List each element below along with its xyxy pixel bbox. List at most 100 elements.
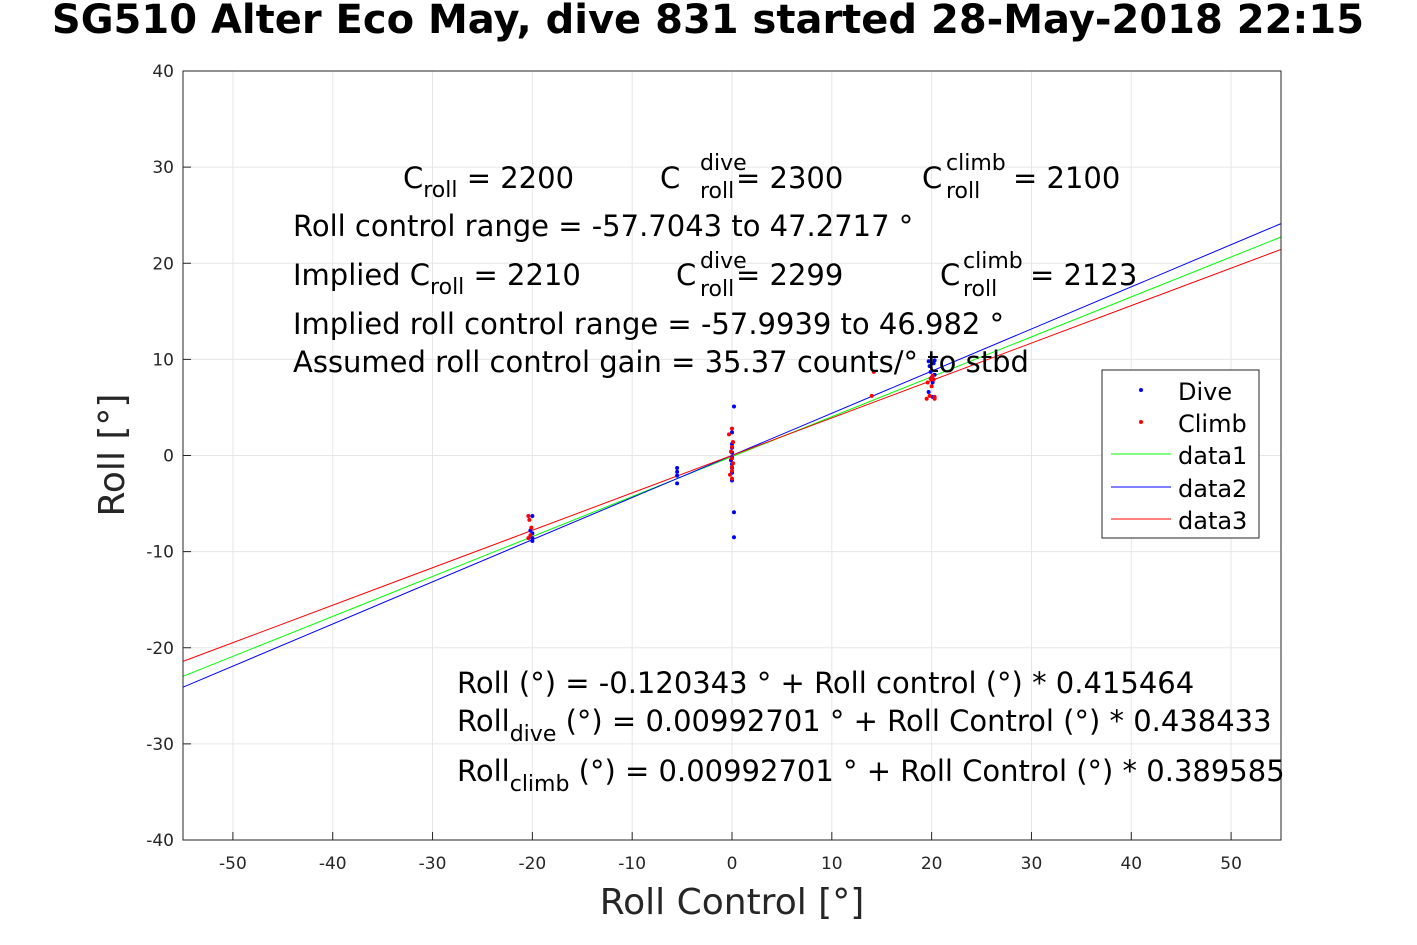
point-climb xyxy=(729,449,734,454)
point-dive xyxy=(927,364,932,369)
svg-text:C: C xyxy=(922,161,942,195)
svg-text:C: C xyxy=(940,258,960,292)
y-axis-label: Roll [°] xyxy=(92,394,133,517)
svg-text:climb: climb xyxy=(946,151,1006,176)
svg-text:= 2300: = 2300 xyxy=(736,161,843,195)
y-tick-label: 30 xyxy=(152,158,174,178)
point-climb xyxy=(526,536,531,541)
point-climb xyxy=(924,396,929,401)
point-dive xyxy=(926,390,931,395)
svg-text:roll: roll xyxy=(946,179,980,204)
x-tick-label: -20 xyxy=(518,854,546,874)
c-roll-climb-annotation: C climb roll = 2100 xyxy=(922,151,1120,204)
svg-text:C: C xyxy=(676,258,696,292)
legend: Dive Climb data1 data2 data3 xyxy=(1101,369,1260,539)
point-dive xyxy=(675,465,680,470)
svg-text:Rollclimb (°) = 0.00992701 ° +: Rollclimb (°) = 0.00992701 ° + Roll Cont… xyxy=(457,754,1285,797)
y-tick-labels: -40 -30 -20 -10 0 10 20 30 40 xyxy=(146,62,174,851)
x-tick-label: 0 xyxy=(727,854,738,874)
y-tick-label: 10 xyxy=(152,350,174,370)
fit-dive-annotation: Rolldive (°) = 0.00992701 ° + Roll Contr… xyxy=(457,704,1272,747)
implied-c-roll-climb-annotation: C climb roll = 2123 xyxy=(940,249,1137,302)
point-climb xyxy=(925,380,930,385)
point-dive xyxy=(731,510,736,515)
c-roll-annotation: Croll = 2200 xyxy=(403,161,574,203)
y-tick-label: -40 xyxy=(146,831,174,851)
point-dive xyxy=(731,535,736,540)
point-climb xyxy=(869,393,874,398)
point-dive xyxy=(928,369,933,374)
point-climb xyxy=(929,384,934,389)
point-climb xyxy=(730,476,734,481)
point-dive xyxy=(530,539,535,544)
implied-c-roll-dive-annotation: C dive roll = 2299 xyxy=(676,249,843,302)
point-climb xyxy=(730,468,734,473)
point-climb xyxy=(928,376,933,381)
svg-text:Implied Croll = 2210: Implied Croll = 2210 xyxy=(293,258,581,300)
svg-text:climb: climb xyxy=(963,249,1023,274)
point-dive xyxy=(530,536,535,541)
legend-label-climb: Climb xyxy=(1178,410,1247,438)
x-tick-label: 20 xyxy=(921,854,943,874)
svg-text:Rolldive (°) = 0.00992701 ° +: Rolldive (°) = 0.00992701 ° + Roll Contr… xyxy=(457,704,1272,747)
point-climb xyxy=(730,465,734,470)
point-climb xyxy=(871,369,876,374)
implied-c-roll-annotation: Implied Croll = 2210 xyxy=(293,258,581,300)
chart-title: SG510 Alter Eco May, dive 831 started 28… xyxy=(52,0,1364,43)
implied-range-text: Implied roll control range = -57.9939 to… xyxy=(293,307,1004,341)
point-dive xyxy=(731,404,736,409)
assumed-gain-text: Assumed roll control gain = 35.37 counts… xyxy=(293,345,1029,379)
point-climb xyxy=(728,472,733,477)
point-climb xyxy=(730,444,734,449)
point-climb xyxy=(730,461,735,466)
x-axis-label: Roll Control [°] xyxy=(600,882,865,923)
fit-line-data3 xyxy=(182,248,1282,662)
point-dive xyxy=(675,473,680,478)
point-dive xyxy=(931,361,936,366)
x-tick-label: 40 xyxy=(1120,854,1142,874)
x-tick-label: 50 xyxy=(1220,854,1242,874)
point-climb xyxy=(930,373,935,378)
x-tick-label: -50 xyxy=(219,854,247,874)
svg-text:dive: dive xyxy=(700,249,747,274)
point-climb xyxy=(527,517,532,522)
x-tick-label: 10 xyxy=(821,854,843,874)
x-tick-label: -10 xyxy=(618,854,646,874)
c-roll-dive-annotation: C dive roll = 2300 xyxy=(660,151,843,204)
legend-label-data3: data3 xyxy=(1178,507,1247,535)
point-climb xyxy=(526,514,531,519)
point-climb xyxy=(730,456,734,461)
point-dive xyxy=(730,430,734,435)
y-tick-label: -20 xyxy=(146,639,174,659)
x-tick-label: -40 xyxy=(319,854,347,874)
svg-text:Croll = 2200: Croll = 2200 xyxy=(403,161,574,203)
svg-text:roll: roll xyxy=(700,277,734,302)
point-dive xyxy=(926,359,931,364)
point-climb xyxy=(730,440,735,445)
point-dive xyxy=(675,469,680,474)
legend-marker-dive xyxy=(1139,388,1143,392)
fit-climb-annotation: Rollclimb (°) = 0.00992701 ° + Roll Cont… xyxy=(457,754,1285,797)
y-tick-label: -10 xyxy=(146,543,174,563)
x-tick-label: 30 xyxy=(1021,854,1043,874)
legend-label-data1: data1 xyxy=(1178,442,1247,470)
roll-control-range-text: Roll control range = -57.7043 to 47.2717… xyxy=(293,209,913,243)
y-tick-label: -30 xyxy=(146,735,174,755)
svg-text:roll: roll xyxy=(963,277,997,302)
y-tick-label: 20 xyxy=(152,254,174,274)
point-climb xyxy=(927,393,932,398)
point-dive xyxy=(675,481,680,486)
fit-all-text: Roll (°) = -0.120343 ° + Roll control (°… xyxy=(457,666,1194,700)
legend-label-data2: data2 xyxy=(1178,475,1247,503)
svg-text:= 2299: = 2299 xyxy=(736,258,843,292)
x-tick-label: -30 xyxy=(419,854,447,874)
legend-marker-climb xyxy=(1139,420,1143,424)
point-dive xyxy=(530,514,535,519)
axes-box xyxy=(182,70,1282,841)
legend-label-dive: Dive xyxy=(1178,378,1232,406)
data-points xyxy=(526,358,937,544)
point-climb xyxy=(932,396,937,401)
svg-text:C: C xyxy=(660,161,680,195)
point-climb xyxy=(529,525,534,530)
